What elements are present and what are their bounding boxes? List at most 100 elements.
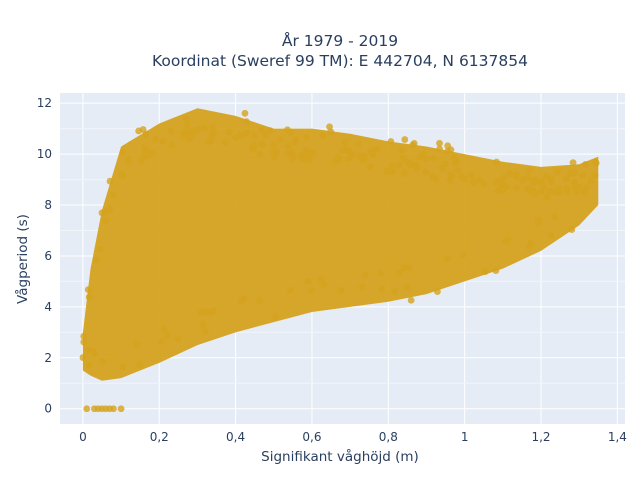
data-point: [138, 156, 146, 164]
data-point: [458, 173, 465, 180]
y-tick-label: 8: [44, 198, 52, 212]
data-point: [297, 152, 305, 159]
data-point: [410, 139, 418, 147]
data-point: [450, 154, 458, 161]
data-point: [399, 154, 407, 162]
data-point: [530, 178, 538, 186]
data-point: [200, 124, 208, 131]
data-point: [441, 160, 449, 167]
data-point: [377, 269, 384, 277]
data-point: [269, 141, 277, 149]
data-point: [547, 232, 555, 239]
data-point: [407, 296, 415, 304]
x-tick-label: 0: [79, 430, 87, 444]
data-point: [401, 169, 408, 177]
data-point: [119, 172, 126, 180]
data-point: [320, 281, 328, 288]
data-point: [222, 138, 229, 146]
data-point: [84, 286, 92, 294]
data-point: [106, 177, 114, 185]
data-point: [119, 148, 127, 156]
data-point: [378, 286, 386, 294]
data-point: [133, 341, 140, 348]
data-point: [497, 186, 505, 194]
data-point: [152, 135, 160, 143]
data-point: [302, 147, 310, 154]
data-point: [119, 363, 127, 371]
data-point: [525, 243, 533, 251]
data-point: [563, 175, 570, 183]
data-point: [538, 188, 545, 195]
data-point: [542, 172, 550, 180]
data-point: [383, 167, 390, 175]
data-point: [388, 162, 396, 169]
data-point: [83, 405, 91, 413]
data-point: [492, 178, 500, 186]
data-point: [204, 138, 212, 146]
data-point: [524, 174, 531, 182]
data-point: [85, 293, 93, 301]
data-point: [341, 138, 349, 146]
data-point: [373, 145, 381, 153]
data-point: [401, 136, 409, 143]
y-tick-label: 2: [44, 351, 52, 365]
data-point: [289, 154, 296, 162]
x-tick-label: 0,4: [226, 430, 245, 444]
data-point: [249, 145, 257, 153]
data-point: [568, 226, 576, 233]
data-point: [355, 140, 362, 148]
data-point: [307, 287, 315, 294]
x-tick-label: 0,6: [302, 430, 321, 444]
data-point: [563, 184, 570, 192]
data-point: [504, 236, 512, 243]
y-axis-label: Vågperiod (s): [14, 214, 31, 304]
data-point: [142, 130, 150, 138]
x-tick-label: 0,8: [379, 430, 398, 444]
data-point: [453, 167, 461, 174]
data-point: [469, 178, 477, 186]
chart-title-line2: Koordinat (Sweref 99 TM): E 442704, N 61…: [152, 52, 528, 70]
data-point: [512, 171, 520, 178]
data-point: [395, 161, 403, 169]
data-point: [400, 264, 408, 272]
data-point: [304, 278, 312, 286]
data-point: [160, 325, 168, 333]
x-tick-label: 1,2: [531, 430, 550, 444]
x-axis-label: Signifikant våghöjd (m): [261, 448, 419, 465]
data-point: [266, 127, 274, 135]
data-point: [238, 297, 245, 305]
data-point: [256, 297, 263, 304]
data-point: [506, 170, 514, 177]
data-point: [109, 191, 117, 199]
y-tick-label: 0: [44, 402, 52, 416]
data-point: [202, 328, 209, 335]
data-point: [361, 271, 369, 279]
data-point: [319, 132, 327, 139]
data-point: [540, 182, 548, 190]
data-point: [99, 357, 107, 365]
y-tick-label: 10: [37, 147, 52, 161]
data-point: [429, 154, 437, 162]
data-point: [102, 217, 110, 225]
data-point: [358, 283, 366, 291]
data-point: [199, 321, 207, 328]
data-point: [493, 158, 501, 166]
data-point: [241, 109, 249, 117]
data-point: [158, 338, 165, 346]
data-point: [438, 165, 446, 172]
data-point: [80, 332, 88, 340]
data-point: [92, 256, 100, 264]
data-point: [416, 153, 424, 161]
data-point: [184, 121, 191, 129]
data-point: [334, 154, 342, 162]
data-point: [481, 268, 489, 275]
data-point: [436, 145, 443, 153]
data-point: [575, 183, 583, 191]
data-point: [337, 287, 345, 294]
data-point: [188, 130, 196, 138]
data-point: [286, 286, 294, 294]
data-point: [208, 123, 216, 130]
data-point: [272, 313, 280, 320]
data-point: [85, 346, 93, 354]
